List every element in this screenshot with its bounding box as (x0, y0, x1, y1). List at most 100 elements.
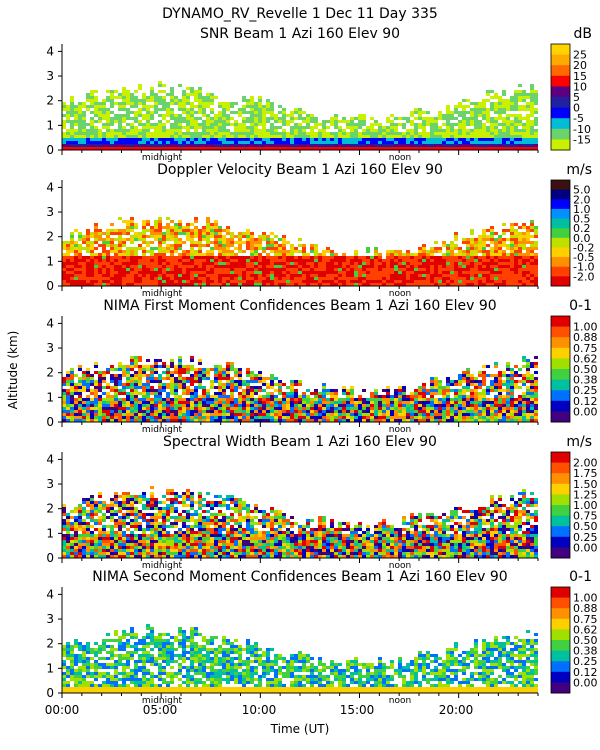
heatmap-cell (490, 235, 494, 238)
heatmap-cell (530, 250, 534, 253)
heatmap-cell (446, 117, 450, 120)
heatmap-cell (138, 135, 142, 138)
heatmap-cell (182, 105, 186, 108)
heatmap-cell (346, 126, 350, 129)
heatmap-cell (302, 271, 306, 274)
heatmap-cell (154, 268, 158, 271)
heatmap-cell (138, 259, 142, 262)
heatmap-cell (118, 413, 122, 416)
heatmap-cell (274, 129, 278, 132)
heatmap-cell (82, 147, 86, 150)
heatmap-cell (314, 271, 318, 274)
heatmap-cell (174, 389, 178, 392)
heatmap-cell (234, 253, 238, 256)
heatmap-cell (382, 126, 386, 129)
heatmap-cell (398, 386, 402, 389)
heatmap-cell (370, 259, 374, 262)
heatmap-cell (174, 238, 178, 241)
heatmap-cell (98, 135, 102, 138)
heatmap-cell (486, 126, 490, 129)
heatmap-cell (494, 259, 498, 262)
heatmap-cell (430, 247, 434, 250)
heatmap-cell (218, 144, 222, 147)
heatmap-cell (282, 265, 286, 268)
heatmap-cell (186, 416, 190, 419)
heatmap-cell (490, 226, 494, 229)
heatmap-cell (434, 277, 438, 280)
heatmap-cell (306, 265, 310, 268)
heatmap-cell (318, 283, 322, 286)
heatmap-cell (210, 259, 214, 262)
heatmap-cell (502, 135, 506, 138)
heatmap-cell (402, 144, 406, 147)
heatmap-cell (410, 265, 414, 268)
heatmap-cell (78, 256, 82, 259)
heatmap-cell (502, 141, 506, 144)
heatmap-cell (134, 256, 138, 259)
heatmap-cell (378, 135, 382, 138)
heatmap-cell (90, 141, 94, 144)
heatmap-cell (86, 416, 90, 419)
heatmap-cell (326, 283, 330, 286)
heatmap-cell (194, 253, 198, 256)
heatmap-cell (174, 398, 178, 401)
heatmap-cell (158, 235, 162, 238)
heatmap-cell (90, 413, 94, 416)
heatmap-cell (142, 141, 146, 144)
heatmap-cell (370, 410, 374, 413)
heatmap-cell (418, 147, 422, 150)
heatmap-cell (86, 244, 90, 247)
y-tick-label: 3 (46, 205, 54, 219)
heatmap-cell (310, 259, 314, 262)
heatmap-cell (354, 268, 358, 271)
heatmap-cell (386, 410, 390, 413)
heatmap-cell (446, 256, 450, 259)
heatmap-cell (134, 383, 138, 386)
heatmap-cell (266, 404, 270, 407)
panel-title: NIMA First Moment Confidences Beam 1 Azi… (103, 298, 496, 314)
heatmap-cell (474, 241, 478, 244)
heatmap-cell (430, 132, 434, 135)
heatmap-cell (506, 253, 510, 256)
heatmap-cell (294, 271, 298, 274)
heatmap-cell (274, 120, 278, 123)
heatmap-cell (518, 238, 522, 241)
heatmap-cell (362, 120, 366, 123)
heatmap-cell (126, 90, 130, 93)
heatmap-cell (506, 120, 510, 123)
heatmap-cell (154, 108, 158, 111)
heatmap-cell (234, 120, 238, 123)
heatmap-cell (378, 144, 382, 147)
heatmap-cell (486, 229, 490, 232)
heatmap-cell (522, 141, 526, 144)
y-tick-label: 3 (46, 69, 54, 83)
heatmap-cell (246, 232, 250, 235)
heatmap-cell (314, 126, 318, 129)
heatmap-cell (210, 144, 214, 147)
heatmap-cell (74, 108, 78, 111)
heatmap-cell (110, 144, 114, 147)
heatmap-cell (102, 138, 106, 141)
heatmap-cell (230, 232, 234, 235)
heatmap-cell (286, 256, 290, 259)
heatmap-cell (290, 416, 294, 419)
heatmap-cell (278, 398, 282, 401)
heatmap-cell (454, 235, 458, 238)
heatmap-cell (370, 277, 374, 280)
heatmap-cell (394, 277, 398, 280)
heatmap-cell (414, 256, 418, 259)
heatmap-cell (194, 120, 198, 123)
heatmap-cell (514, 253, 518, 256)
heatmap-cell (386, 256, 390, 259)
heatmap-cell (154, 416, 158, 419)
heatmap-cell (238, 111, 242, 114)
heatmap-cell (226, 147, 230, 150)
heatmap-cell (90, 262, 94, 265)
heatmap-cell (186, 111, 190, 114)
heatmap-cell (330, 117, 334, 120)
heatmap-cell (86, 123, 90, 126)
heatmap-cell (118, 247, 122, 250)
heatmap-cell (222, 111, 226, 114)
heatmap-cell (250, 413, 254, 416)
heatmap-cell (114, 247, 118, 250)
